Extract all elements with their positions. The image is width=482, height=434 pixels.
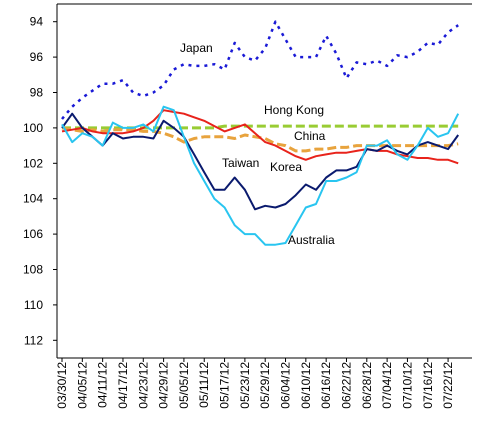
series-label: Taiwan xyxy=(222,156,259,170)
series-line xyxy=(61,109,459,165)
y-tick-label: 106 xyxy=(23,227,43,241)
x-tick-label: 04/29/12 xyxy=(157,362,171,409)
series-label: Hong Kong xyxy=(264,103,324,117)
x-tick-label: 07/22/12 xyxy=(441,362,455,409)
x-tick-label: 07/10/12 xyxy=(400,362,414,409)
series-label: China xyxy=(294,129,326,143)
x-tick-label: 06/10/12 xyxy=(299,362,313,409)
x-tick-label: 06/04/12 xyxy=(279,362,293,409)
y-tick-label: 112 xyxy=(24,333,43,347)
x-tick-label: 06/28/12 xyxy=(360,362,374,409)
x-tick-label: 05/11/12 xyxy=(197,362,211,408)
x-tick-label: 03/30/12 xyxy=(55,362,69,409)
x-tick-label: 05/05/12 xyxy=(177,362,191,409)
y-tick-label: 108 xyxy=(23,263,43,277)
x-tick-label: 05/23/12 xyxy=(238,362,252,409)
series-label: Korea xyxy=(270,160,302,174)
y-tick-label: 102 xyxy=(23,156,43,170)
x-tick-label: 04/05/12 xyxy=(75,362,89,409)
x-tick-label: 07/16/12 xyxy=(421,362,435,409)
y-tick-label: 98 xyxy=(30,86,44,100)
x-tick-label: 06/22/12 xyxy=(339,362,353,409)
y-tick-label: 104 xyxy=(23,192,43,206)
y-tick-label: 110 xyxy=(24,298,43,312)
x-tick-label: 04/23/12 xyxy=(136,362,150,409)
x-tick-label: 04/17/12 xyxy=(116,362,130,409)
y-tick-label: 96 xyxy=(30,50,44,64)
series-line xyxy=(61,126,459,153)
series-line xyxy=(61,105,460,246)
x-tick-label: 07/04/12 xyxy=(380,362,394,409)
series-label: Australia xyxy=(288,233,335,247)
y-tick-label: 94 xyxy=(30,15,44,29)
x-tick-label: 04/11/12 xyxy=(96,362,110,408)
y-tick-label: 100 xyxy=(23,121,43,135)
series-label: Japan xyxy=(180,41,213,55)
x-tick-label: 05/29/12 xyxy=(258,362,272,409)
series-line xyxy=(61,20,459,120)
x-tick-label: 05/17/12 xyxy=(218,362,232,409)
x-tick-label: 06/16/12 xyxy=(319,362,333,409)
